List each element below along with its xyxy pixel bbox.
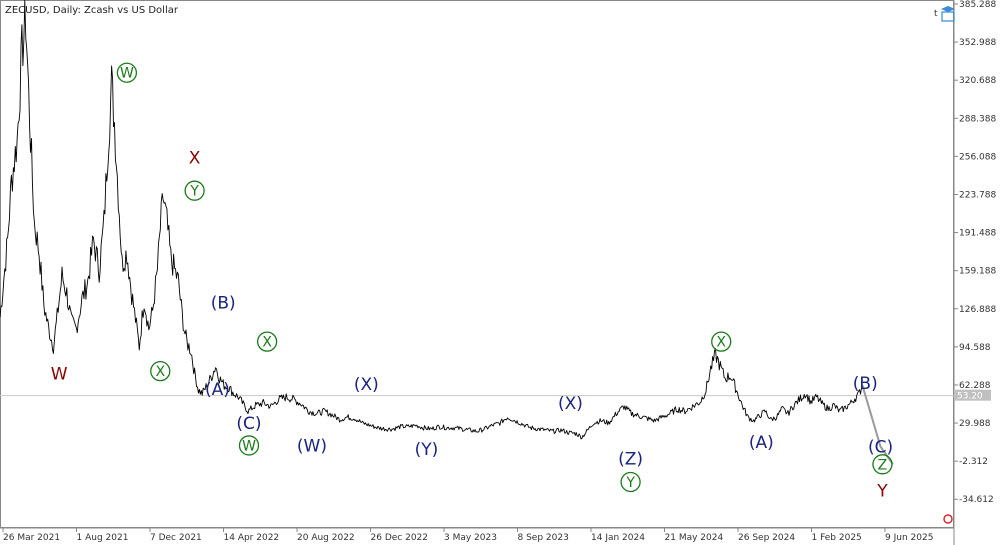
wave-label-text: Z	[878, 457, 888, 473]
wave-label-text: (Z)	[618, 449, 643, 469]
x-axis-ticks: 26 Mar 2021 1 Aug 2021 7 Dec 2021 14 Apr 20…	[2, 528, 933, 543]
wave-label-text: (X)	[354, 375, 379, 395]
y-tick-label: 320.688	[959, 76, 996, 86]
wave-label-text: (A)	[749, 433, 774, 453]
wave-label-text: X	[262, 335, 272, 351]
wave-label-plain: W	[51, 364, 68, 384]
wave-label-circled: X	[150, 360, 171, 382]
y-tick-label: -2.312	[959, 457, 988, 467]
wave-circle	[184, 180, 205, 201]
y-tick-label: 29.988	[959, 419, 991, 429]
x-tick-label: 14 Jan 2024	[591, 533, 645, 543]
wave-circle	[238, 435, 260, 456]
wave-label-text: (X)	[558, 394, 583, 414]
wave-label-plain: (B)	[211, 294, 236, 314]
wave-label-plain: X	[189, 149, 201, 169]
wave-circle	[872, 454, 893, 475]
wave-label-plain: (A)	[205, 380, 230, 400]
y-tick-label: 352.988	[959, 38, 996, 48]
wave-label-circled: W	[116, 62, 138, 83]
wave-label-text: W	[242, 438, 256, 454]
x-tick-label: 20 Aug 2022	[297, 533, 355, 543]
wave-circle	[711, 331, 732, 352]
wave-label-plain: Y	[876, 481, 888, 501]
wave-label-circled: X	[256, 331, 278, 352]
wave-label-plain: (Z)	[618, 449, 643, 469]
wave-label-circled: Z	[872, 454, 893, 475]
wave-label-plain: (Y)	[415, 440, 439, 460]
wave-label-text: (B)	[211, 294, 236, 314]
y-tick-label: 223.788	[959, 190, 996, 200]
wave-label-circled: X	[711, 331, 732, 352]
wave-label-plain: (W)	[297, 436, 327, 456]
wave-label-plain: (X)	[558, 394, 583, 414]
wave-label-text: Y	[876, 481, 888, 501]
wave-label-circled: Y	[184, 180, 205, 201]
wave-label-text: X	[155, 364, 165, 380]
x-tick-label: 7 Dec 2021	[150, 533, 202, 543]
wave-label-text: (C)	[868, 438, 893, 458]
x-tick-label: 26 Sep 2024	[738, 533, 795, 543]
wave-label-text: (A)	[205, 380, 230, 400]
chart-title: ZECUSD, Daily: Zcash vs US Dollar	[5, 5, 179, 16]
wave-label-plain: (X)	[354, 375, 379, 395]
x-tick-label: 1 Feb 2025	[812, 533, 862, 543]
wave-label-text: Y	[625, 475, 635, 491]
wave-label-text: (Y)	[415, 440, 439, 460]
wave-label-circled: W	[238, 435, 260, 456]
x-tick-label: 9 Jun 2025	[885, 533, 933, 543]
y-tick-label: -34.612	[959, 495, 994, 505]
y-tick-label: 126.888	[959, 305, 996, 315]
current-price-label: 53.20	[957, 392, 983, 402]
current-price-marker: 53.20	[955, 389, 991, 402]
svg-text:t: t	[934, 9, 938, 19]
wave-label-text: X	[189, 149, 201, 169]
wave-label-plain: (B)	[853, 374, 878, 394]
price-series	[0, 0, 894, 465]
wave-label-text: W	[51, 364, 68, 384]
x-tick-label: 8 Sep 2023	[518, 533, 569, 543]
y-tick-label: 191.488	[959, 229, 996, 239]
x-tick-label: 21 May 2024	[665, 533, 724, 543]
wave-label-text: (B)	[853, 374, 878, 394]
wave-label-text: X	[716, 335, 726, 351]
wave-label-text: Y	[189, 184, 199, 200]
x-tick-label: 26 Mar 2021	[3, 533, 60, 543]
price-line	[0, 0, 863, 440]
wave-circle	[620, 471, 641, 493]
x-tick-label: 1 Aug 2021	[77, 533, 129, 543]
wave-circle	[256, 331, 278, 352]
x-tick-label: 14 Apr 2022	[224, 533, 280, 543]
y-tick-label: 62.288	[959, 381, 991, 391]
wave-label-circled: Y	[620, 471, 641, 493]
wave-label-text: (C)	[236, 414, 261, 434]
y-tick-label: 256.088	[959, 152, 996, 162]
y-axis-ticks: 385.288 352.988 320.688 288.388 256.088 223.7…	[954, 0, 996, 505]
wave-label-text: W	[120, 66, 134, 82]
wave-label-plain: (C)	[236, 414, 261, 434]
wave-circle	[150, 360, 171, 382]
wave-circle	[116, 62, 138, 83]
x-tick-label: 26 Dec 2022	[371, 533, 429, 543]
y-tick-label: 159.188	[959, 267, 996, 277]
wave-label-plain: (A)	[749, 433, 774, 453]
y-tick-label: 288.388	[959, 114, 996, 124]
projection-line	[861, 385, 894, 465]
y-tick-label: 385.288	[959, 0, 996, 10]
trading-signals-icon[interactable]: t	[934, 6, 955, 22]
autoscroll-icon[interactable]	[943, 514, 953, 524]
wave-label-text: (W)	[297, 436, 327, 456]
wave-label-plain: (C)	[868, 438, 893, 458]
x-tick-label: 3 May 2023	[444, 533, 497, 543]
y-tick-label: 94.588	[959, 343, 991, 353]
